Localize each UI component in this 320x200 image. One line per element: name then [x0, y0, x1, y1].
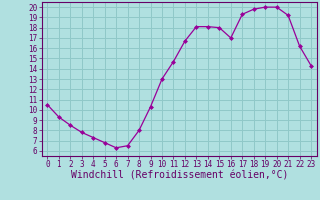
X-axis label: Windchill (Refroidissement éolien,°C): Windchill (Refroidissement éolien,°C) — [70, 171, 288, 181]
